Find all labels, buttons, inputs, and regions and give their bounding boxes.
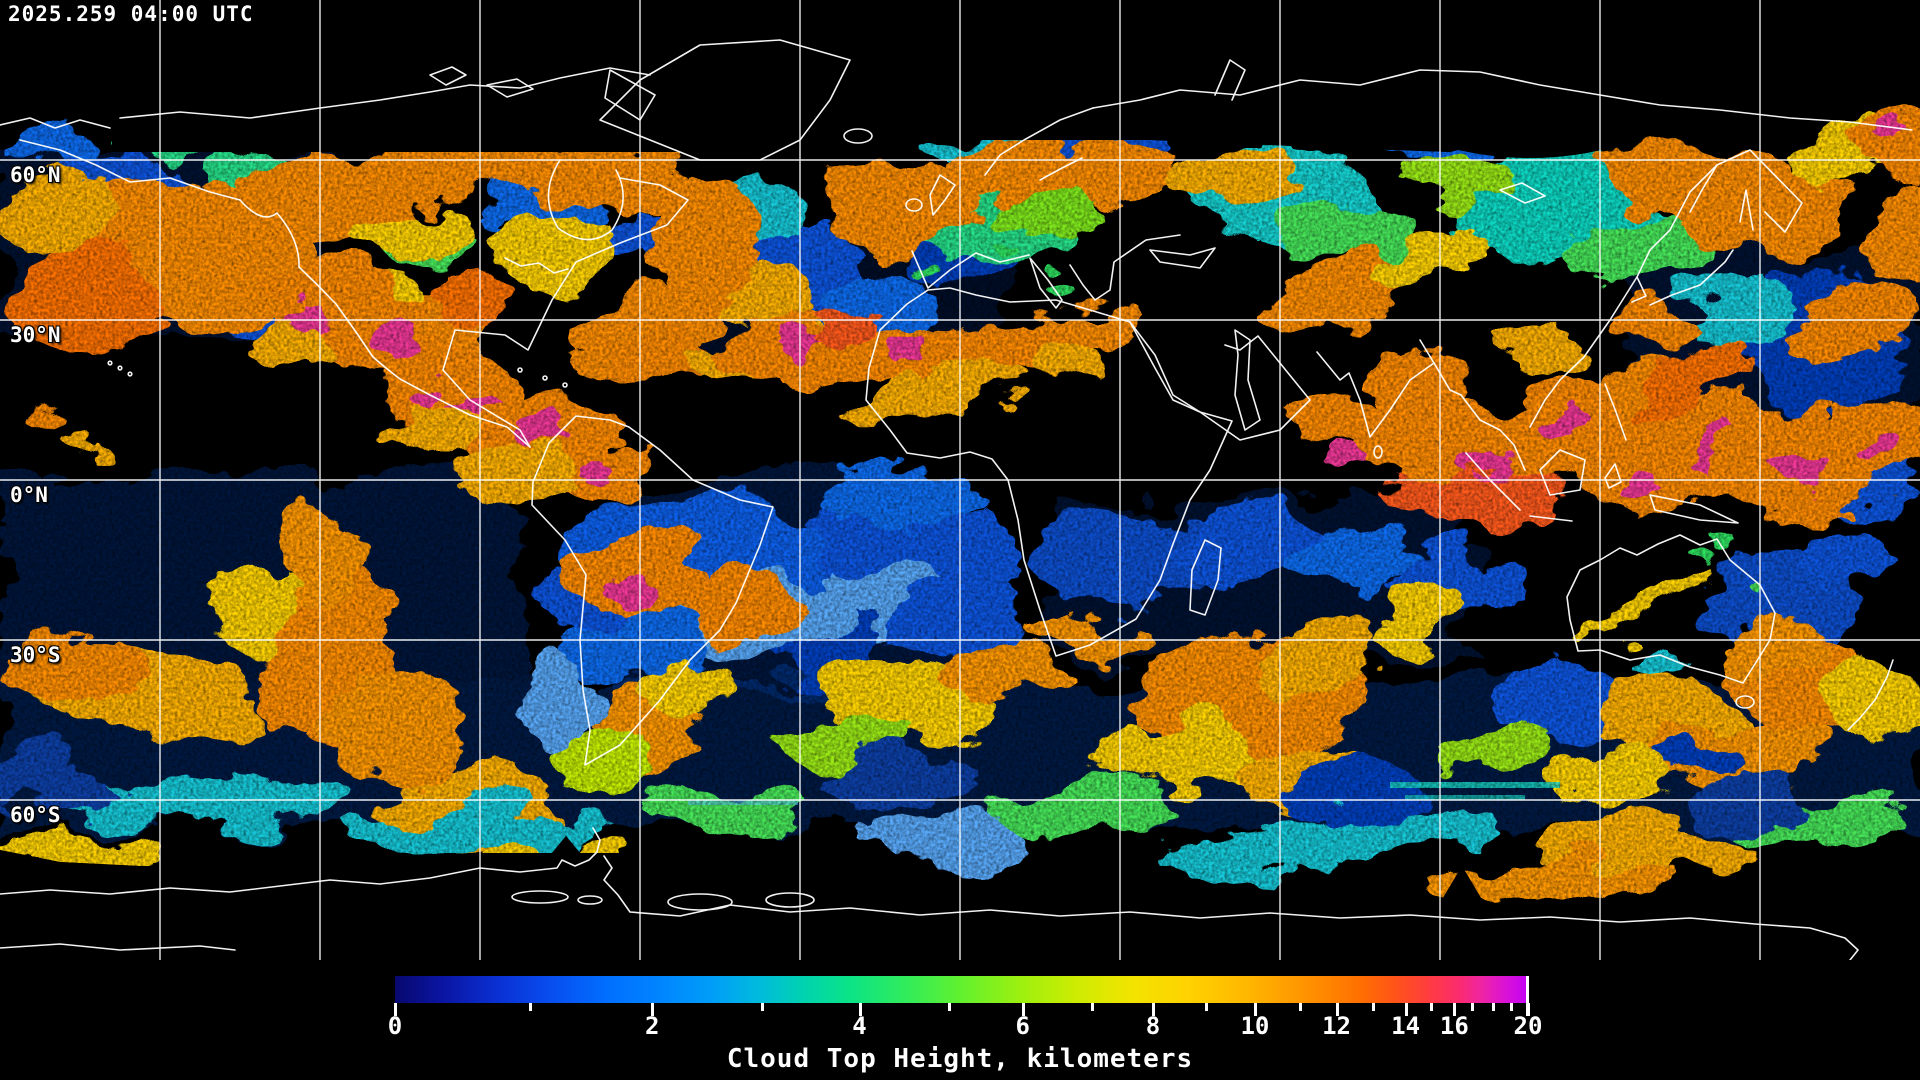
colorbar-title: Cloud Top Height, kilometers	[726, 1044, 1194, 1074]
colorbar-tick	[528, 1003, 532, 1011]
colorbar-tick	[948, 1003, 952, 1011]
colorbar-tick	[651, 1003, 655, 1016]
colorbar-tick	[1299, 1003, 1303, 1011]
colorbar-tick	[1510, 1003, 1513, 1011]
colorbar-tick	[1021, 1003, 1025, 1016]
colorbar-tick-label: 4	[852, 1012, 867, 1040]
latitude-label: 60°N	[10, 163, 61, 187]
colorbar-tick-label: 6	[1015, 1012, 1030, 1040]
colorbar-tick-label: 20	[1513, 1012, 1543, 1040]
colorbar-tick-label: 14	[1391, 1012, 1421, 1040]
timestamp-label: 2025.259 04:00 UTC	[8, 2, 254, 26]
latitude-label: 60°S	[10, 803, 61, 827]
colorbar-tick-label: 2	[644, 1012, 660, 1040]
world-map-canvas	[0, 0, 1920, 961]
colorbar-tick-label: 10	[1240, 1012, 1270, 1040]
latitude-label: 30°S	[10, 643, 61, 667]
colorbar-tick	[1404, 1003, 1408, 1016]
colorbar: 0 2 4 6 8 10 12 14 16 20 Cloud Top Height, kilome…	[0, 960, 1920, 1080]
colorbar-tick	[1151, 1003, 1155, 1016]
colorbar-tick	[1335, 1003, 1339, 1016]
colorbar-tick-label: 8	[1145, 1012, 1161, 1040]
colorbar-tick	[1429, 1003, 1433, 1011]
colorbar-tick	[1491, 1003, 1495, 1011]
colorbar-tick	[858, 1003, 862, 1016]
colorbar-tick-label: 16	[1439, 1012, 1469, 1040]
colorbar-tick	[1090, 1003, 1094, 1011]
world-map: 2025.259 04:00 UTC 60°N 30°N 0°N 30°S 60°S	[0, 0, 1920, 961]
colorbar-tick	[1453, 1003, 1457, 1016]
colorbar-tick	[1371, 1003, 1375, 1011]
colorbar-gradient	[395, 976, 1528, 1003]
colorbar-tick	[1527, 1003, 1530, 1016]
colorbar-tick-label: 12	[1322, 1012, 1351, 1040]
latitude-label: 0°N	[10, 483, 48, 507]
colorbar-tick	[394, 1003, 397, 1016]
latitude-label: 30°N	[10, 323, 61, 347]
colorbar-tick	[761, 1003, 765, 1011]
coastlines	[0, 39, 1913, 766]
colorbar-tick	[1471, 1003, 1475, 1011]
colorbar-tick	[1205, 1003, 1209, 1011]
graticule	[0, 0, 1920, 960]
colorbar-end-spine	[1526, 976, 1529, 1016]
colorbar-tick	[1253, 1003, 1257, 1016]
colorbar-tick-label: 0	[387, 1012, 403, 1040]
